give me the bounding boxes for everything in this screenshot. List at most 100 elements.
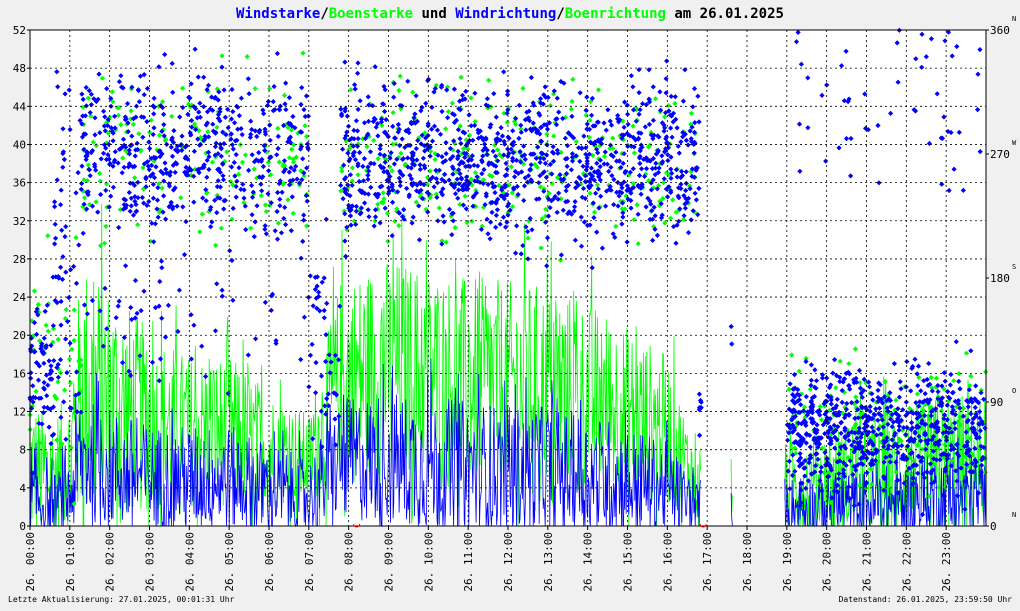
- direction-point-windrichtung: [463, 88, 469, 94]
- direction-point-windrichtung: [60, 126, 66, 132]
- direction-point-windrichtung: [599, 136, 605, 142]
- direction-point-windrichtung: [432, 85, 438, 92]
- direction-point-windrichtung: [342, 135, 348, 141]
- direction-point-windrichtung: [355, 106, 361, 112]
- direction-point-windrichtung: [125, 120, 131, 126]
- direction-point-windrichtung: [866, 379, 872, 385]
- direction-point-windrichtung: [552, 193, 558, 200]
- direction-point-windrichtung: [189, 124, 195, 130]
- direction-point-boenrichtung: [610, 145, 616, 152]
- direction-point-windrichtung: [884, 405, 890, 411]
- direction-point-windrichtung: [640, 101, 646, 107]
- y-tick-label: 32: [13, 215, 26, 228]
- direction-point-windrichtung: [899, 456, 905, 462]
- direction-point-windrichtung: [457, 98, 463, 104]
- direction-point-boenrichtung: [900, 427, 906, 433]
- direction-point-windrichtung: [49, 376, 55, 382]
- direction-point-windrichtung: [962, 443, 968, 449]
- direction-point-windrichtung: [661, 176, 667, 182]
- direction-point-windrichtung: [437, 131, 444, 137]
- x-tick-label: 26. 09:00: [383, 532, 396, 592]
- direction-point-windrichtung: [915, 363, 922, 369]
- direction-point-boenrichtung: [657, 198, 663, 204]
- direction-point-windrichtung: [492, 183, 498, 190]
- direction-point-windrichtung: [155, 185, 161, 191]
- direction-point-boenrichtung: [99, 75, 106, 81]
- direction-point-windrichtung: [112, 113, 118, 119]
- direction-point-boenrichtung: [853, 421, 859, 427]
- direction-point-windrichtung: [690, 104, 696, 110]
- direction-point-windrichtung: [472, 122, 478, 128]
- direction-point-boenrichtung: [967, 383, 973, 389]
- direction-point-windrichtung: [305, 113, 311, 119]
- direction-point-windrichtung: [605, 107, 611, 113]
- direction-point-windrichtung: [625, 186, 632, 192]
- direction-point-windrichtung: [630, 134, 636, 140]
- direction-point-windrichtung: [946, 187, 952, 194]
- direction-point-windrichtung: [79, 91, 85, 97]
- direction-point-windrichtung: [425, 209, 431, 215]
- direction-point-windrichtung: [212, 130, 219, 136]
- direction-point-windrichtung: [692, 190, 698, 196]
- direction-point-windrichtung: [449, 211, 455, 217]
- direction-point-windrichtung: [892, 441, 898, 447]
- direction-point-windrichtung: [302, 113, 308, 120]
- direction-point-boenrichtung: [445, 109, 451, 115]
- direction-point-windrichtung: [279, 189, 285, 195]
- direction-point-windrichtung: [348, 213, 354, 219]
- direction-point-windrichtung: [819, 488, 825, 494]
- direction-point-windrichtung: [824, 456, 830, 462]
- direction-point-boenrichtung: [610, 135, 616, 141]
- direction-point-windrichtung: [463, 186, 469, 192]
- direction-point-windrichtung: [307, 273, 313, 279]
- direction-point-windrichtung: [162, 160, 168, 166]
- direction-point-windrichtung: [463, 142, 469, 148]
- direction-point-windrichtung: [34, 306, 40, 312]
- direction-point-windrichtung: [323, 411, 329, 417]
- direction-point-windrichtung: [572, 199, 578, 205]
- direction-point-windrichtung: [378, 116, 385, 122]
- direction-point-windrichtung: [889, 437, 895, 443]
- direction-point-windrichtung: [601, 161, 607, 167]
- direction-point-windrichtung: [204, 109, 211, 115]
- direction-point-windrichtung: [846, 430, 852, 436]
- direction-point-windrichtung: [111, 159, 117, 165]
- direction-point-windrichtung: [104, 123, 111, 129]
- direction-point-windrichtung: [122, 197, 129, 203]
- direction-point-windrichtung: [370, 118, 376, 125]
- direction-point-windrichtung: [969, 420, 976, 426]
- direction-point-windrichtung: [630, 166, 636, 172]
- direction-point-windrichtung: [657, 89, 663, 95]
- direction-point-windrichtung: [103, 156, 110, 163]
- direction-point-windrichtung: [121, 142, 127, 148]
- direction-point-windrichtung: [660, 159, 666, 165]
- direction-point-boenrichtung: [840, 410, 846, 417]
- axes: 04812162024283236404448520N90O180S270W36…: [13, 15, 1017, 592]
- direction-point-windrichtung: [522, 175, 528, 181]
- direction-point-windrichtung: [361, 120, 368, 126]
- direction-point-windrichtung: [930, 467, 936, 473]
- y-tick-label: 20: [13, 329, 26, 342]
- direction-point-windrichtung: [144, 202, 150, 208]
- direction-point-windrichtung: [351, 136, 357, 142]
- y2-tick-label: 360: [990, 24, 1010, 37]
- direction-point-windrichtung: [275, 145, 281, 152]
- direction-point-windrichtung: [928, 461, 934, 467]
- direction-point-windrichtung: [922, 421, 928, 427]
- direction-point-boenrichtung: [504, 119, 510, 126]
- direction-point-windrichtung: [538, 100, 544, 106]
- direction-point-windrichtung: [342, 105, 348, 112]
- direction-point-windrichtung: [344, 129, 350, 135]
- direction-point-windrichtung: [150, 181, 156, 187]
- direction-point-windrichtung: [665, 158, 671, 164]
- direction-point-windrichtung: [170, 89, 176, 95]
- direction-point-boenrichtung: [920, 446, 926, 452]
- direction-point-windrichtung: [322, 403, 328, 409]
- direction-point-windrichtung: [827, 416, 833, 422]
- direction-point-windrichtung: [928, 36, 934, 42]
- direction-point-windrichtung: [345, 150, 351, 156]
- direction-point-windrichtung: [975, 400, 982, 406]
- direction-point-windrichtung: [939, 135, 946, 141]
- direction-point-windrichtung: [593, 190, 599, 196]
- direction-point-boenrichtung: [927, 416, 933, 422]
